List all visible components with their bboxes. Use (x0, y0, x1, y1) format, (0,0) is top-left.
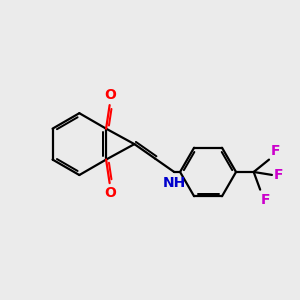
Text: F: F (261, 193, 270, 207)
Text: O: O (104, 186, 116, 200)
Text: O: O (104, 88, 116, 102)
Text: NH: NH (163, 176, 186, 190)
Text: F: F (271, 144, 280, 158)
Text: F: F (274, 168, 284, 182)
